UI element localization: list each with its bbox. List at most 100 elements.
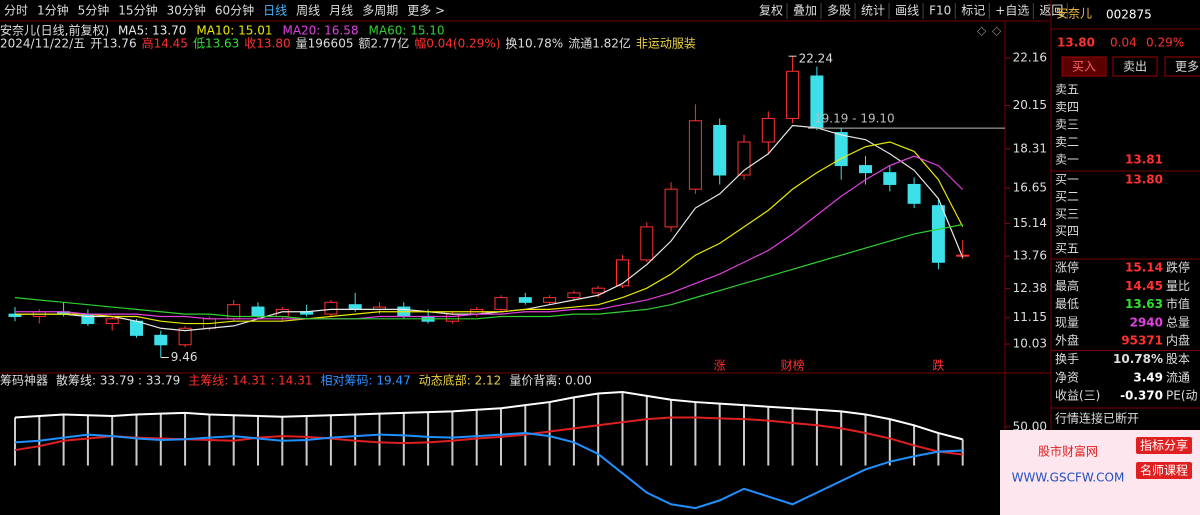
stat-label: PE(动 [1166, 389, 1198, 403]
candle-body [786, 70, 800, 119]
timeframe-tab[interactable]: 更多 > [407, 4, 445, 18]
indicator-bar [791, 408, 794, 466]
stat-label: 涨停 [1055, 260, 1079, 275]
indicator-bar [572, 397, 575, 466]
event-marker[interactable]: 涨 [714, 358, 726, 373]
info-item: 非运动服装 [636, 37, 696, 51]
timeframe-tab[interactable]: 周线 [296, 4, 320, 18]
toolbar-button[interactable]: 标记 [961, 4, 985, 18]
change-pct: 0.29% [1146, 36, 1184, 50]
stat-label: 最高 [1055, 278, 1079, 293]
toolbar-button[interactable]: F10 [929, 4, 951, 18]
info-item: 开13.76 [90, 37, 136, 51]
moving-average [14, 223, 963, 320]
info-item: 流通1.82亿 [568, 36, 631, 51]
watermark-tag-label: 指标分享 [1140, 438, 1188, 453]
event-marker[interactable]: 财榜 [781, 358, 805, 373]
candle-body [664, 188, 678, 228]
indicator-bar [961, 439, 964, 466]
chart-title: 安奈儿(日线,前复权) [0, 23, 109, 38]
candle-body [324, 301, 338, 315]
watermark-tag-label: 名师课程 [1140, 463, 1188, 478]
timeframe-tab[interactable]: 分时 [4, 4, 28, 18]
timeframe-tab[interactable]: 60分钟 [215, 3, 254, 18]
bid-label: 买五 [1055, 241, 1079, 255]
action-label[interactable]: 更多 [1175, 60, 1199, 74]
stat-value: 10.78% [1113, 352, 1163, 366]
info-item: 低13.63 [193, 37, 239, 51]
timeframe-tab[interactable]: 15分钟 [118, 3, 157, 18]
timeframe-tab[interactable]: 月线 [329, 4, 353, 18]
action-label[interactable]: 卖出 [1123, 60, 1147, 74]
indicator-bar [257, 416, 259, 466]
candle-body [859, 165, 872, 174]
stat-label: 外盘 [1055, 333, 1079, 348]
legend-entry: MA5: 13.70 [118, 24, 186, 38]
stock-name: 安奈儿 [1056, 6, 1092, 21]
indicator-bar [645, 395, 648, 466]
indicator-line [14, 432, 963, 510]
stat-value: 15.14 [1125, 261, 1163, 275]
info-item: 收13.80 [244, 37, 290, 51]
candle-body [713, 124, 727, 176]
indicator-legend: 筹码神器 [0, 374, 48, 388]
bid-label: 买三 [1055, 207, 1079, 221]
action-label[interactable]: 买入 [1072, 60, 1096, 74]
legend-entry: MA10: 15.01 [196, 24, 272, 38]
y-tick-label: 10.03 [1013, 337, 1047, 351]
stat-label: 跌停 [1166, 260, 1190, 275]
indicator-bar [694, 402, 697, 466]
timeframe-tab[interactable]: 日线 [263, 4, 287, 18]
timeframe-tab[interactable]: 30分钟 [167, 3, 206, 18]
candle-body [154, 334, 168, 346]
indicator-bar [329, 415, 332, 466]
timeframe-tab[interactable]: 5分钟 [78, 3, 110, 18]
indicator-bar [402, 412, 405, 466]
toolbar-button[interactable]: 统计 [861, 4, 885, 18]
info-item: 量196605 [296, 37, 354, 51]
event-marker[interactable]: 跌 [932, 358, 944, 373]
toolbar-button[interactable]: 复权 [759, 4, 783, 18]
candle-body [883, 172, 897, 185]
stock-code: 002875 [1106, 8, 1152, 22]
stat-label: 总量 [1166, 315, 1190, 329]
action-button[interactable] [1164, 56, 1200, 77]
low-label: 9.46 [171, 350, 198, 364]
y-tick-label: 50.00 [1013, 419, 1047, 433]
candle-body [178, 327, 192, 346]
watermark-tag [1136, 462, 1192, 479]
action-button[interactable] [1112, 56, 1158, 77]
timeframe-tab[interactable]: 多周期 [362, 4, 398, 18]
toolbar-button[interactable]: 叠加 [793, 4, 817, 18]
candle-body [616, 259, 629, 287]
timeframe-tab[interactable]: 1分钟 [37, 3, 69, 18]
indicator-bar [597, 393, 600, 466]
stat-label: 换手 [1055, 352, 1079, 366]
toolbar-button[interactable]: 画线 [895, 4, 919, 18]
toolbar-button[interactable]: 返回 [1039, 4, 1063, 18]
indicator-legend: 动态底部: 2.12 [419, 373, 502, 388]
moving-average [15, 141, 964, 325]
indicator-bar [86, 415, 89, 466]
toolbar-button[interactable]: 多股 [827, 4, 851, 18]
candle-body [567, 292, 581, 299]
y-tick-label: 20.15 [1013, 98, 1047, 112]
indicator-bar [718, 403, 721, 466]
stat-label: 最低 [1055, 297, 1079, 311]
toolbar-button[interactable]: +自选 [995, 4, 1029, 18]
candle-body [907, 183, 921, 204]
stat-value: 2940 [1130, 315, 1163, 329]
action-button[interactable] [1061, 56, 1107, 77]
candle-body [761, 117, 775, 143]
indicator-legend: 主筹线: 14.31 : 14.31 [188, 374, 312, 388]
stat-value: 14.45 [1125, 279, 1163, 293]
peak-label: 22.24 [799, 52, 833, 66]
reference-label: 19.19 - 19.10 [814, 112, 895, 126]
indicator-bar [548, 402, 551, 466]
legend-entry: MA20: 16.58 [282, 24, 358, 38]
candle-body [688, 120, 702, 190]
bid-label: 买二 [1055, 190, 1079, 204]
indicator-line [14, 390, 963, 441]
